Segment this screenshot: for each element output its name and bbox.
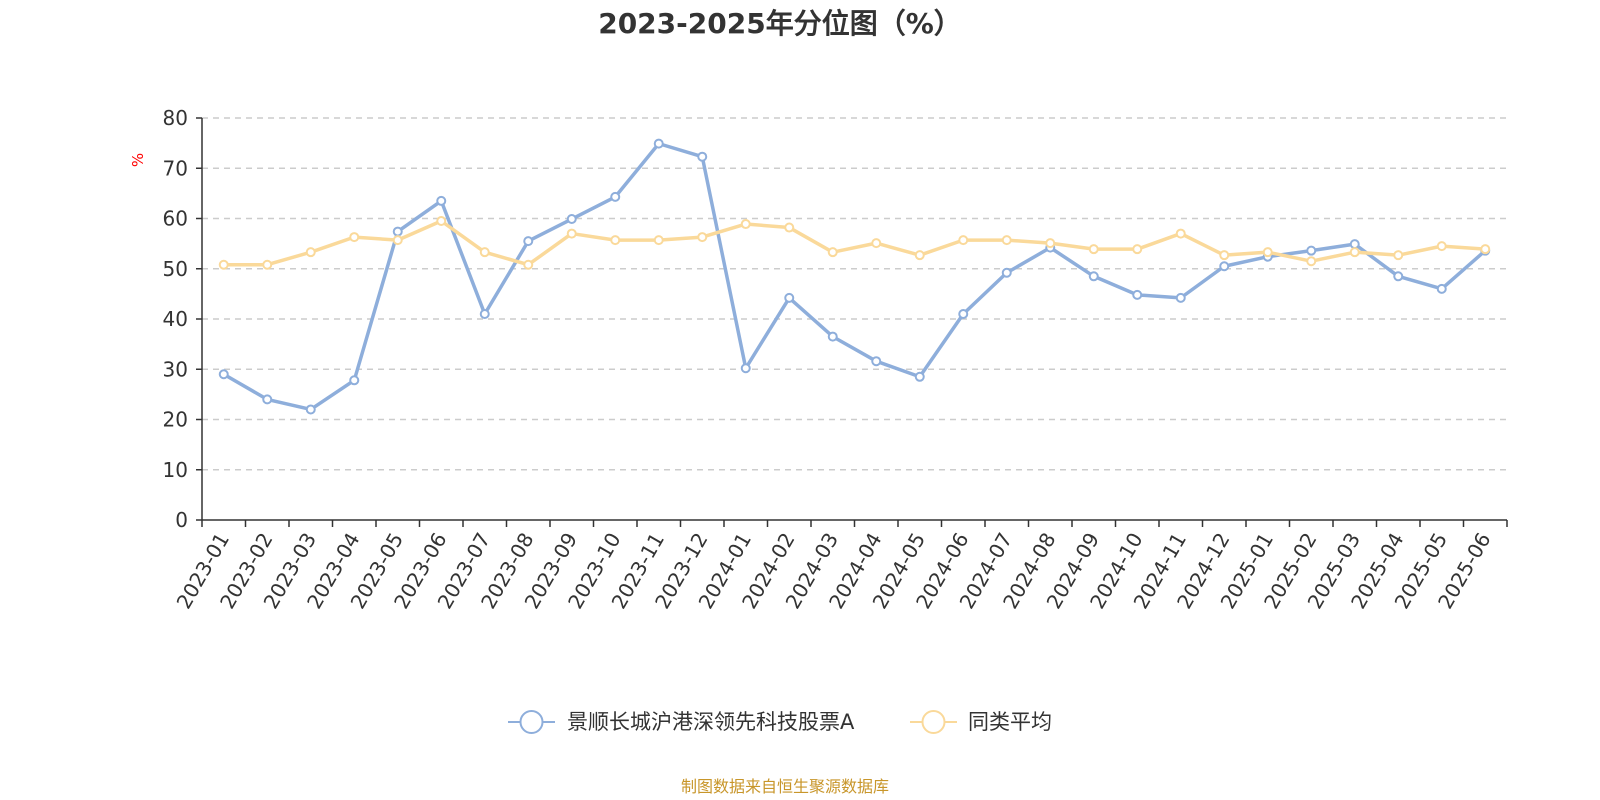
y-axis: 0 10 20 30 40 50 60 70 80 [163, 106, 203, 532]
data-point [697, 151, 708, 162]
data-point [1393, 271, 1404, 282]
chart-title: 2023-2025年分位图（%） [598, 7, 962, 40]
data-point [1132, 244, 1143, 255]
data-point [566, 228, 577, 239]
data-point [914, 250, 925, 261]
series-lines [218, 138, 1491, 415]
data-point [1262, 247, 1273, 258]
data-point [740, 363, 751, 374]
series-line [223, 219, 1486, 267]
data-point [349, 232, 360, 243]
series-2 [218, 216, 1491, 270]
legend-circle-marker [921, 710, 946, 734]
data-source-note: 制图数据来自恒生聚源数据库 [681, 777, 889, 796]
legend-label: 同类平均 [968, 710, 1052, 734]
data-point [349, 375, 360, 386]
y-tick-label: 20 [163, 408, 188, 432]
legend-item-2[interactable]: 同类平均 [910, 710, 1052, 734]
data-point [523, 236, 534, 247]
data-point [697, 232, 708, 243]
legend-item-1[interactable]: 景顺长城沪港深领先科技股票A [508, 710, 855, 734]
y-tick-label: 40 [163, 307, 188, 331]
data-point [784, 222, 795, 233]
y-tick-label: 60 [163, 207, 188, 231]
y-tick-label: 80 [163, 106, 188, 130]
data-point [1480, 244, 1491, 255]
data-point [1436, 283, 1447, 294]
data-point [1349, 239, 1360, 250]
data-point [784, 292, 795, 303]
data-point [1306, 245, 1317, 256]
y-tick-label: 0 [175, 508, 188, 532]
data-point [218, 369, 229, 380]
data-point [958, 308, 969, 319]
data-point [392, 235, 403, 246]
legend-circle-marker [519, 710, 544, 734]
series-line [222, 141, 1487, 412]
y-tick-label: 70 [163, 156, 188, 180]
data-point [1393, 250, 1404, 261]
y-tick-label: 50 [163, 257, 188, 281]
data-point [218, 259, 229, 270]
legend[interactable]: 景顺长城沪港深领先科技股票A 同类平均 [508, 710, 1052, 734]
data-point [305, 247, 316, 258]
data-point [914, 371, 925, 382]
data-point [392, 226, 403, 237]
data-point [1349, 247, 1360, 258]
data-point [1306, 256, 1317, 267]
data-point [827, 247, 838, 258]
y-tick-label: 30 [163, 357, 188, 381]
data-point [871, 356, 882, 367]
data-point [262, 394, 273, 405]
data-point [653, 138, 664, 149]
y-axis-unit-label: % [129, 153, 147, 167]
data-point [1001, 235, 1012, 246]
data-point [566, 214, 577, 225]
data-point [305, 404, 316, 415]
data-point [1132, 289, 1143, 300]
data-point [436, 216, 447, 227]
data-point [610, 235, 621, 246]
data-point [523, 259, 534, 270]
x-axis: 2023-012023-022023-032023-042023-052023-… [172, 519, 1508, 613]
data-point [871, 238, 882, 249]
data-point [1088, 244, 1099, 255]
data-point [1045, 238, 1056, 249]
series-1 [218, 138, 1491, 415]
data-point [653, 235, 664, 246]
data-point [479, 247, 490, 258]
data-point [1436, 241, 1447, 252]
data-point [1219, 261, 1230, 272]
data-point [740, 219, 751, 230]
data-point [436, 195, 447, 206]
data-point [1219, 250, 1230, 261]
data-point [1175, 228, 1186, 239]
legend-label: 景顺长城沪港深领先科技股票A [567, 710, 855, 734]
grid-lines [202, 117, 1507, 471]
data-point [262, 259, 273, 270]
data-point [958, 235, 969, 246]
data-point [1088, 271, 1099, 282]
data-point [1001, 267, 1012, 278]
data-point [827, 331, 838, 342]
data-point [479, 308, 490, 319]
data-point [610, 191, 621, 202]
data-point [1175, 292, 1186, 303]
y-tick-label: 10 [163, 458, 188, 482]
